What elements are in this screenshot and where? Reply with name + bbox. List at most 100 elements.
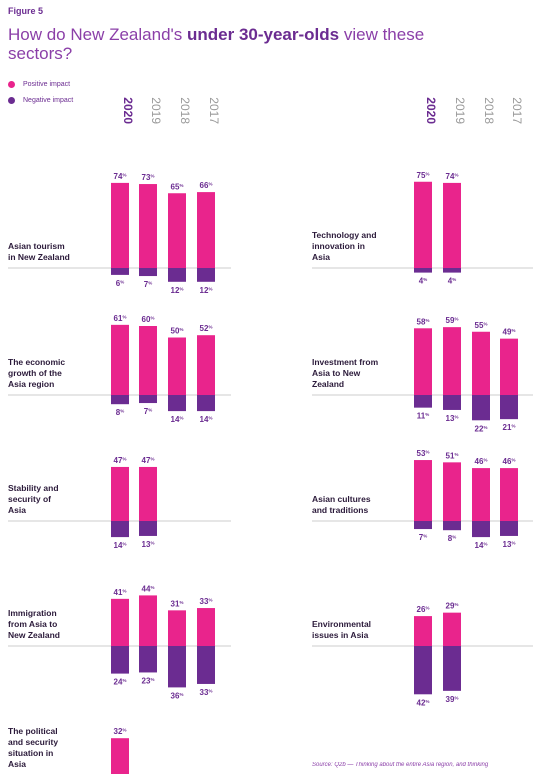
sector-label-line: situation in — [8, 748, 53, 758]
label-negative-2018: 22% — [475, 424, 488, 433]
label-positive-2019: 29% — [446, 602, 459, 611]
bar-positive-2020 — [414, 328, 432, 395]
bar-negative-2018 — [168, 646, 186, 688]
bar-negative-2020 — [111, 521, 129, 538]
bar-negative-2020 — [414, 521, 432, 530]
label-negative-2017: 14% — [200, 415, 213, 424]
bar-positive-2017 — [500, 468, 518, 521]
title-part2: view these sectors? — [8, 25, 425, 63]
sector-label-line: and traditions — [312, 505, 368, 515]
label-negative-2017: 12% — [200, 286, 213, 295]
bar-positive-2017 — [197, 192, 215, 268]
bar-negative-2020 — [111, 268, 129, 275]
legend: Positive impact Negative impact — [8, 76, 73, 108]
sector-label-line: The economic — [8, 357, 65, 367]
label-negative-2019: 13% — [446, 414, 459, 423]
bar-positive-2019 — [139, 326, 157, 395]
label-positive-2020: 61% — [114, 314, 127, 323]
bar-negative-2019 — [443, 646, 461, 691]
label-negative-2020: 14% — [114, 541, 127, 550]
bar-negative-2020 — [111, 646, 129, 674]
label-positive-2018: 65% — [171, 182, 184, 191]
label-negative-2018: 14% — [475, 541, 488, 550]
year-header-2019: 2019 — [453, 97, 467, 124]
year-header-2018: 2018 — [178, 97, 192, 124]
label-positive-2018: 50% — [171, 327, 184, 336]
label-negative-2020: 8% — [116, 408, 124, 417]
sector-label-line: Zealand — [312, 379, 344, 389]
label-positive-2018: 31% — [171, 599, 184, 608]
sector-label-line: growth of the — [8, 368, 62, 378]
label-negative-2019: 8% — [448, 534, 456, 543]
label-positive-2017: 33% — [200, 597, 213, 606]
bar-negative-2019 — [443, 268, 461, 273]
year-header-2017: 2017 — [510, 97, 524, 124]
label-negative-2018: 36% — [171, 691, 184, 700]
label-positive-2020: 41% — [114, 588, 127, 597]
label-positive-2019: 44% — [142, 584, 155, 593]
sector-label-line: security of — [8, 494, 51, 504]
bar-negative-2019 — [139, 268, 157, 277]
bar-positive-2018 — [168, 610, 186, 646]
page-title: How do New Zealand's under 30-year-olds … — [8, 25, 428, 63]
legend-swatch-positive — [8, 80, 15, 88]
bar-positive-2020 — [111, 738, 129, 774]
sector-label-line: from Asia to — [8, 619, 57, 629]
sector-label-line: Asia — [312, 252, 330, 262]
label-positive-2017: 49% — [503, 328, 516, 337]
label-positive-2019: 47% — [142, 456, 155, 465]
sector-label-line: The political — [8, 726, 58, 736]
bar-positive-2020 — [111, 466, 129, 521]
bar-positive-2019 — [443, 462, 461, 521]
label-positive-2019: 74% — [446, 172, 459, 181]
label-negative-2020: 42% — [417, 698, 430, 707]
bar-positive-2018 — [472, 468, 490, 521]
sector-label-line: Immigration — [8, 608, 57, 618]
bar-negative-2019 — [443, 395, 461, 410]
bar-negative-2018 — [168, 395, 186, 412]
title-part1: How do New Zealand's — [8, 25, 187, 44]
label-negative-2019: 39% — [446, 695, 459, 704]
bar-negative-2019 — [139, 395, 157, 404]
label-negative-2020: 11% — [417, 412, 429, 421]
label-negative-2018: 12% — [171, 286, 184, 295]
label-negative-2018: 14% — [171, 415, 184, 424]
year-header-2017: 2017 — [207, 97, 221, 124]
label-negative-2017: 13% — [503, 540, 516, 549]
label-positive-2020: 26% — [417, 605, 430, 614]
label-positive-2020: 32% — [114, 727, 127, 736]
bar-negative-2020 — [414, 395, 432, 408]
bar-negative-2020 — [414, 646, 432, 695]
label-negative-2019: 4% — [448, 277, 456, 286]
label-positive-2020: 58% — [417, 317, 430, 326]
label-positive-2020: 75% — [417, 171, 430, 180]
sector-label-line: Asia to New — [312, 368, 361, 378]
bar-negative-2017 — [197, 268, 215, 282]
label-positive-2020: 74% — [114, 172, 127, 181]
label-positive-2019: 60% — [142, 315, 155, 324]
sector-label-line: New Zealand — [8, 630, 60, 640]
bar-positive-2018 — [472, 331, 490, 395]
bar-positive-2017 — [500, 338, 518, 395]
sector-label-line: in New Zealand — [8, 252, 70, 262]
label-negative-2019: 7% — [144, 407, 152, 416]
label-negative-2019: 13% — [142, 540, 155, 549]
label-positive-2019: 51% — [446, 451, 459, 460]
bar-negative-2020 — [414, 268, 432, 273]
year-header-2018: 2018 — [482, 97, 496, 124]
sector-label-line: and security — [8, 737, 58, 747]
label-positive-2018: 46% — [475, 457, 488, 466]
sector-label-line: issues in Asia — [312, 630, 369, 640]
bar-positive-2019 — [139, 466, 157, 521]
sector-label-line: Environmental — [312, 619, 371, 629]
label-positive-2020: 47% — [114, 456, 127, 465]
label-positive-2019: 73% — [142, 173, 155, 182]
bar-positive-2019 — [443, 612, 461, 646]
legend-label-negative: Negative impact — [23, 96, 74, 104]
label-positive-2017: 46% — [503, 457, 516, 466]
sector-label-line: Asia — [8, 759, 26, 769]
bar-negative-2017 — [500, 521, 518, 536]
sector-label-line: Technology and — [312, 230, 377, 240]
sector-label-line: Stability and — [8, 483, 59, 493]
